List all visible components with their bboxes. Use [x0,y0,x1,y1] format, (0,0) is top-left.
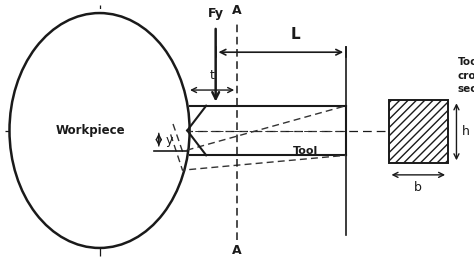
Text: y: y [166,134,173,147]
Text: h: h [462,125,470,138]
Text: t: t [210,69,215,82]
Ellipse shape [9,13,190,248]
Text: Tool: Tool [293,146,319,156]
Text: L: L [290,27,300,42]
Text: A: A [232,244,242,257]
Text: Workpiece: Workpiece [55,124,125,137]
Bar [389,100,448,163]
Text: b: b [414,181,422,194]
Bar [389,100,448,163]
Text: A: A [232,4,242,17]
Text: Tool
cross
section: Tool cross section [457,57,474,94]
Text: Fy: Fy [208,7,224,20]
